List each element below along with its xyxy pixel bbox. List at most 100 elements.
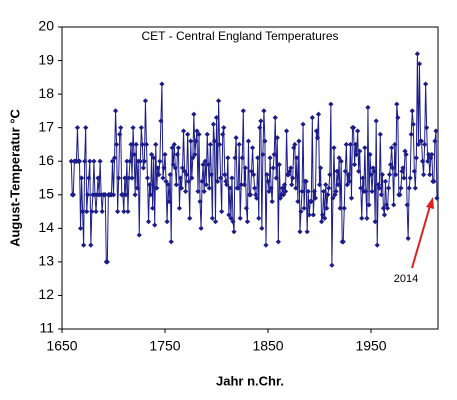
data-point [267, 155, 273, 161]
data-point [432, 138, 438, 144]
data-point [109, 158, 116, 164]
data-point [160, 175, 166, 181]
data-point [144, 175, 151, 181]
data-point [136, 232, 142, 238]
data-point [226, 212, 232, 218]
data-point [335, 182, 341, 188]
data-point [330, 195, 336, 201]
data-point [177, 175, 184, 181]
data-point [133, 141, 139, 148]
data-point [260, 151, 266, 158]
data-point [272, 115, 278, 121]
data-point [415, 141, 422, 148]
data-point [350, 125, 357, 131]
data-point [294, 155, 300, 161]
data-point [293, 185, 299, 191]
data-point [145, 219, 152, 225]
data-point [198, 225, 204, 231]
data-point [137, 158, 143, 164]
data-point [112, 108, 119, 114]
data-point [210, 121, 217, 127]
data-point [80, 208, 86, 215]
data-point [97, 158, 103, 164]
data-point [178, 185, 185, 191]
data-point [314, 135, 321, 141]
data-point [195, 188, 201, 195]
data-point [115, 208, 121, 215]
data-point [209, 215, 215, 221]
data-point [170, 161, 176, 168]
data-point [404, 202, 410, 208]
data-point [122, 175, 128, 181]
data-point [431, 178, 437, 184]
data-point [344, 182, 350, 188]
data-point [238, 182, 244, 188]
data-point [167, 172, 173, 178]
data-point [292, 141, 298, 148]
data-point [359, 215, 365, 221]
y-tick-label: 14 [38, 219, 54, 235]
data-point [158, 118, 164, 124]
data-point [373, 118, 379, 124]
data-point [190, 155, 196, 161]
data-point [203, 182, 209, 188]
data-point [407, 175, 413, 181]
data-point [340, 239, 346, 245]
data-point [157, 158, 163, 164]
data-point [273, 175, 279, 181]
data-point [201, 188, 207, 195]
y-tick-label: 20 [38, 18, 54, 34]
y-tick-label: 15 [38, 185, 54, 201]
data-point [357, 148, 363, 154]
data-point [147, 192, 154, 198]
data-point [324, 205, 330, 211]
data-point [192, 151, 198, 158]
data-point [219, 208, 225, 215]
data-point [414, 51, 420, 57]
data-point [217, 141, 223, 148]
data-point [146, 182, 153, 188]
data-point [200, 161, 206, 168]
data-point [149, 151, 155, 158]
data-point [336, 155, 342, 161]
data-point [256, 215, 262, 221]
data-point [327, 172, 333, 178]
data-point [140, 165, 146, 171]
data-point [332, 192, 338, 198]
data-point [325, 192, 331, 198]
data-point [93, 208, 99, 215]
data-point [104, 259, 110, 265]
y-tick-label: 18 [38, 85, 54, 101]
data-point [402, 148, 408, 154]
data-point [433, 128, 439, 134]
data-point [425, 158, 431, 164]
data-point [251, 172, 257, 178]
data-point [380, 205, 387, 211]
data-point [428, 155, 434, 161]
data-point [434, 195, 440, 201]
data-point [124, 158, 130, 164]
data-point [426, 151, 432, 158]
data-point [239, 155, 245, 161]
data-point [222, 172, 228, 178]
data-point [253, 192, 259, 198]
data-point [174, 151, 180, 158]
data-point [229, 175, 235, 181]
data-point [261, 108, 267, 114]
data-point [303, 178, 309, 184]
data-point [83, 125, 89, 131]
data-point [392, 141, 398, 148]
data-point [338, 158, 344, 164]
data-point [427, 172, 433, 178]
data-point [263, 242, 269, 248]
data-point [185, 131, 191, 137]
data-point [329, 262, 335, 268]
data-point [163, 178, 169, 184]
data-point [233, 135, 239, 141]
data-point [377, 131, 383, 137]
data-point [298, 208, 304, 215]
data-point [365, 104, 371, 111]
data-point [142, 98, 149, 104]
data-point [281, 182, 288, 188]
data-point [161, 165, 167, 171]
